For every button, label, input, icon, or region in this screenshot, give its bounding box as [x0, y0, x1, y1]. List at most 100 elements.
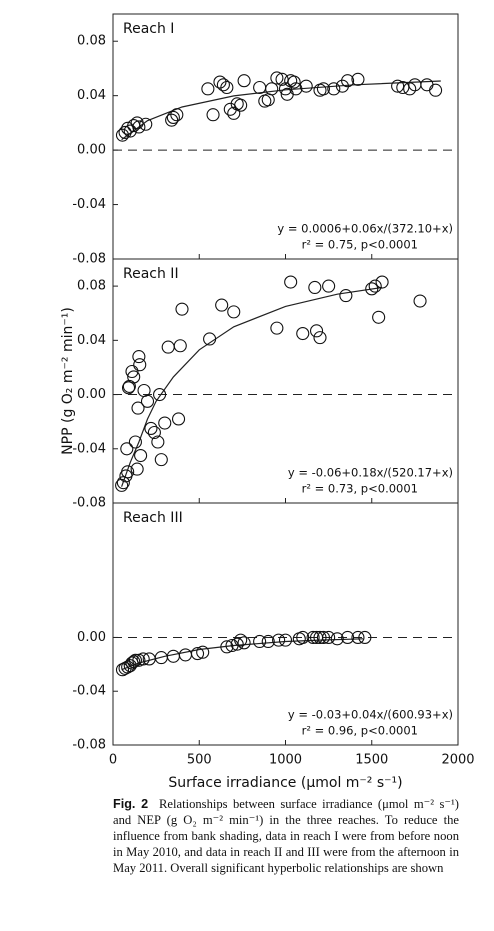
fit-stats: r² = 0.73, p<0.0001	[302, 482, 418, 496]
y-axis-label: NPP (g O₂ m⁻² min⁻¹)	[60, 307, 76, 455]
data-point	[365, 282, 379, 296]
data-point	[125, 364, 139, 379]
data-point	[391, 79, 405, 93]
data-point	[144, 421, 158, 435]
data-point	[296, 327, 310, 341]
data-point	[408, 78, 422, 92]
data-point	[322, 630, 336, 644]
data-point	[227, 106, 241, 120]
data-point	[161, 340, 175, 354]
data-point	[166, 110, 180, 124]
data-point	[413, 294, 427, 308]
data-point	[147, 425, 161, 440]
data-point	[196, 645, 210, 659]
data-point	[287, 75, 301, 89]
data-point	[230, 637, 244, 651]
data-point	[115, 128, 130, 142]
data-point	[158, 416, 172, 430]
data-point	[139, 117, 153, 131]
y-tick-label: -0.04	[72, 684, 106, 699]
data-point	[134, 449, 148, 463]
y-tick-label: -0.08	[72, 496, 106, 511]
data-point	[132, 350, 146, 364]
data-point	[127, 655, 141, 669]
data-point	[173, 339, 187, 353]
y-tick-label: 0.04	[77, 88, 106, 103]
caption-label: Fig. 2	[113, 797, 149, 811]
data-point	[151, 435, 165, 449]
data-point	[220, 640, 234, 654]
x-tick-label: 1500	[355, 753, 388, 768]
data-point	[132, 120, 146, 134]
data-point	[284, 275, 298, 289]
y-tick-label: -0.08	[72, 252, 106, 267]
x-axis-label: Surface irradiance (μmol m⁻² s⁻¹)	[168, 775, 402, 790]
data-point	[420, 78, 434, 92]
data-point	[237, 636, 251, 650]
data-point	[215, 298, 229, 312]
data-point	[170, 108, 184, 122]
data-point	[396, 80, 410, 95]
y-tick-label: 0.00	[77, 143, 106, 158]
data-point	[351, 72, 365, 86]
data-point	[128, 653, 142, 667]
data-point	[220, 80, 234, 95]
caption: Fig. 2 Relationships between surface irr…	[113, 796, 459, 876]
data-point	[358, 630, 372, 644]
data-point	[339, 289, 353, 303]
data-point	[278, 633, 293, 647]
y-tick-label: 0.00	[77, 630, 106, 645]
data-point	[309, 324, 324, 338]
data-point	[154, 453, 168, 467]
data-point	[265, 82, 279, 96]
data-point	[237, 74, 251, 88]
data-point	[118, 125, 132, 139]
data-point	[178, 648, 192, 662]
figure: -0.08 -0.04 0.00 0.04 0.08 Reach I y = 0.0006+…	[60, 13, 475, 790]
y-tick-label: 0.04	[77, 333, 106, 348]
data-point	[227, 305, 241, 319]
data-point	[327, 82, 341, 96]
data-point	[261, 634, 275, 649]
x-tick-label: 500	[187, 753, 212, 768]
data-point	[133, 358, 147, 372]
data-point	[375, 275, 389, 289]
data-point	[316, 630, 331, 644]
equation: y = 0.0006+0.06x/(372.10+x)	[277, 222, 453, 236]
data-point	[403, 82, 417, 96]
x-tick-label: 0	[109, 753, 117, 768]
data-point	[296, 630, 310, 644]
data-point	[127, 370, 141, 384]
data-point	[372, 310, 386, 324]
x-tick-label: 1000	[269, 753, 302, 768]
data-point	[270, 71, 284, 85]
data-point	[272, 633, 286, 647]
data-point	[330, 632, 344, 646]
y-tick-label: 0.08	[77, 34, 106, 49]
y-tick-label: -0.04	[72, 441, 106, 456]
equation: y = -0.03+0.04x/(600.93+x)	[288, 708, 453, 722]
data-point	[306, 630, 320, 644]
y-tick-label: 0.00	[77, 387, 106, 402]
y-tick-label: -0.08	[72, 738, 106, 753]
fit-stats: r² = 0.75, p<0.0001	[302, 238, 418, 252]
data-point	[121, 465, 135, 479]
data-point	[175, 302, 189, 316]
data-point	[140, 394, 155, 408]
data-point	[341, 630, 355, 644]
data-point	[322, 279, 336, 293]
data-point	[351, 630, 365, 644]
panel-title: Reach I	[123, 21, 174, 37]
y-tick-label: 0.08	[77, 279, 106, 294]
data-point	[234, 633, 248, 647]
data-point	[253, 80, 267, 95]
data-point	[313, 331, 327, 345]
caption-text: Relationships between surface irradiance…	[113, 797, 459, 875]
data-point	[190, 647, 205, 661]
data-point	[341, 74, 355, 88]
fit-stats: r² = 0.96, p<0.0001	[302, 724, 418, 738]
data-point	[172, 412, 186, 426]
data-point	[270, 321, 284, 335]
x-tick-label: 2000	[441, 753, 474, 768]
